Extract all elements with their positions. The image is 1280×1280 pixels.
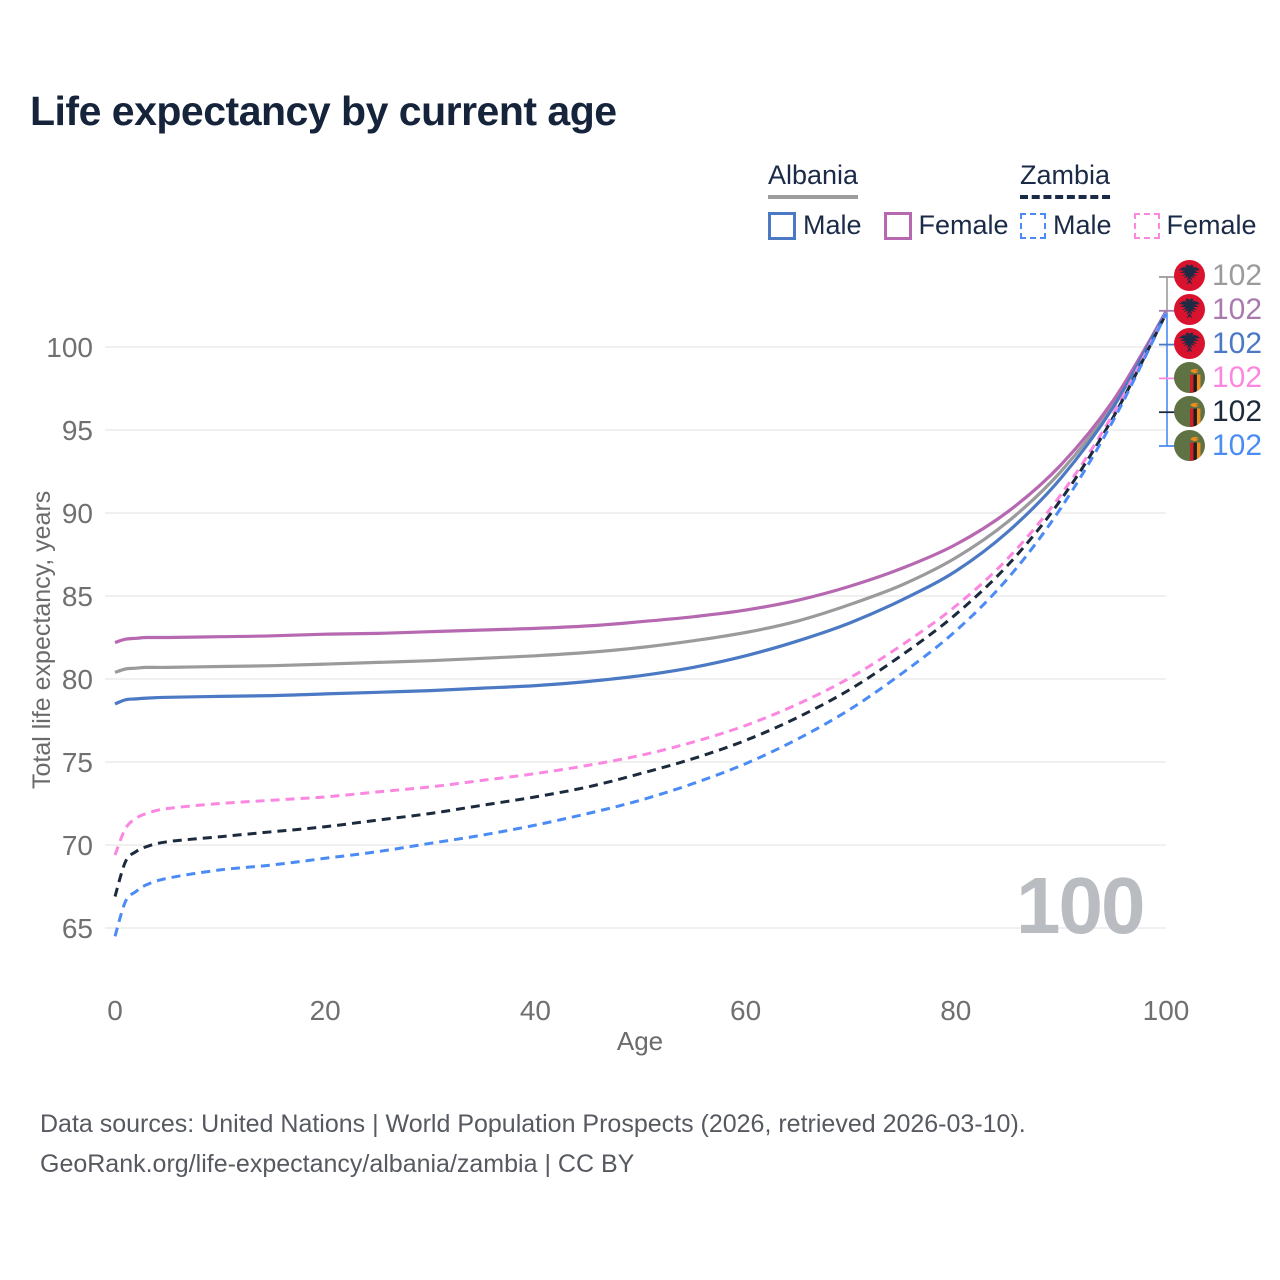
albania-flag-icon xyxy=(1174,294,1205,325)
end-labels: 102 102 102 102 102 102 xyxy=(1174,260,1262,461)
y-tick-75: 75 xyxy=(62,747,93,778)
x-tick-20: 20 xyxy=(310,995,341,1026)
legend-group-albania: Albania Male Female xyxy=(768,160,1009,241)
legend-item-zambia-male[interactable]: Male xyxy=(1020,210,1112,241)
legend-items-zambia: Male Female xyxy=(1020,210,1257,241)
y-tick-100: 100 xyxy=(46,332,93,363)
end-value-zambia-female: 102 xyxy=(1212,360,1263,394)
series-line-zambia-total xyxy=(113,313,1168,897)
y-tick-80: 80 xyxy=(62,664,93,695)
series-line-albania-male xyxy=(114,311,1168,706)
y-tick-95: 95 xyxy=(62,415,93,446)
x-tick-60: 60 xyxy=(730,995,761,1026)
y-tick-65: 65 xyxy=(62,913,93,944)
end-label-row-zambia-female: 102 xyxy=(1174,362,1262,393)
end-value-albania-female: 102 xyxy=(1212,292,1263,326)
x-axis-title: Age xyxy=(616,1026,664,1056)
end-value-albania-male: 102 xyxy=(1212,326,1263,360)
end-value-zambia-total: 102 xyxy=(1212,394,1263,428)
age-watermark: 100 xyxy=(1016,861,1145,950)
legend-label-zambia-female: Female xyxy=(1166,210,1257,240)
legend-label-albania-female: Female xyxy=(918,210,1009,240)
legend-item-albania-male[interactable]: Male xyxy=(768,210,862,241)
series-line-zambia-male xyxy=(113,313,1168,937)
legend-group-zambia: Zambia Male Female xyxy=(1020,160,1257,241)
end-label-row-zambia-male: 102 xyxy=(1174,430,1262,461)
legend-item-zambia-female[interactable]: Female xyxy=(1133,210,1257,241)
y-tick-85: 85 xyxy=(62,581,93,612)
y-tick-70: 70 xyxy=(62,830,93,861)
footer-sources: Data sources: United Nations | World Pop… xyxy=(40,1110,1026,1138)
legend-items-albania: Male Female xyxy=(768,210,1009,241)
albania-flag-icon xyxy=(1174,260,1205,291)
footer: Data sources: United Nations | World Pop… xyxy=(40,1104,1026,1184)
x-tick-0: 0 xyxy=(107,995,123,1026)
legend-item-albania-female[interactable]: Female xyxy=(883,210,1009,241)
x-tick-80: 80 xyxy=(940,995,971,1026)
end-value-zambia-male: 102 xyxy=(1212,428,1263,462)
albania-male-swatch-icon xyxy=(768,211,796,240)
legend-label-albania-male: Male xyxy=(803,210,862,240)
end-label-row-zambia-total: 102 xyxy=(1174,396,1262,427)
x-tick-40: 40 xyxy=(520,995,551,1026)
y-tick-90: 90 xyxy=(62,498,93,529)
zambia-female-swatch-icon xyxy=(1133,212,1160,239)
albania-female-swatch-icon xyxy=(883,211,912,240)
page-title: Life expectancy by current age xyxy=(30,88,617,134)
series-line-albania-female xyxy=(114,311,1168,645)
zambia-male-swatch-icon xyxy=(1020,212,1046,239)
zambia-flag-icon xyxy=(1174,430,1205,461)
zambia-flag-icon xyxy=(1174,362,1205,393)
zambia-flag-icon xyxy=(1174,396,1205,427)
legend-country-albania[interactable]: Albania xyxy=(768,160,859,199)
end-label-row-albania-female: 102 xyxy=(1174,294,1262,325)
end-label-row-albania-total: 102 xyxy=(1174,260,1262,291)
series-line-albania-total xyxy=(114,310,1168,674)
end-label-row-albania-male: 102 xyxy=(1174,328,1262,359)
legend-label-zambia-male: Male xyxy=(1053,210,1112,240)
x-tick-100: 100 xyxy=(1143,995,1190,1026)
legend-country-zambia[interactable]: Zambia xyxy=(1020,160,1111,199)
series-line-zambia-female xyxy=(113,312,1168,856)
footer-link: GeoRank.org/life-expectancy/albania/zamb… xyxy=(40,1150,635,1178)
end-value-albania-total: 102 xyxy=(1212,258,1263,292)
albania-flag-icon xyxy=(1174,328,1205,359)
